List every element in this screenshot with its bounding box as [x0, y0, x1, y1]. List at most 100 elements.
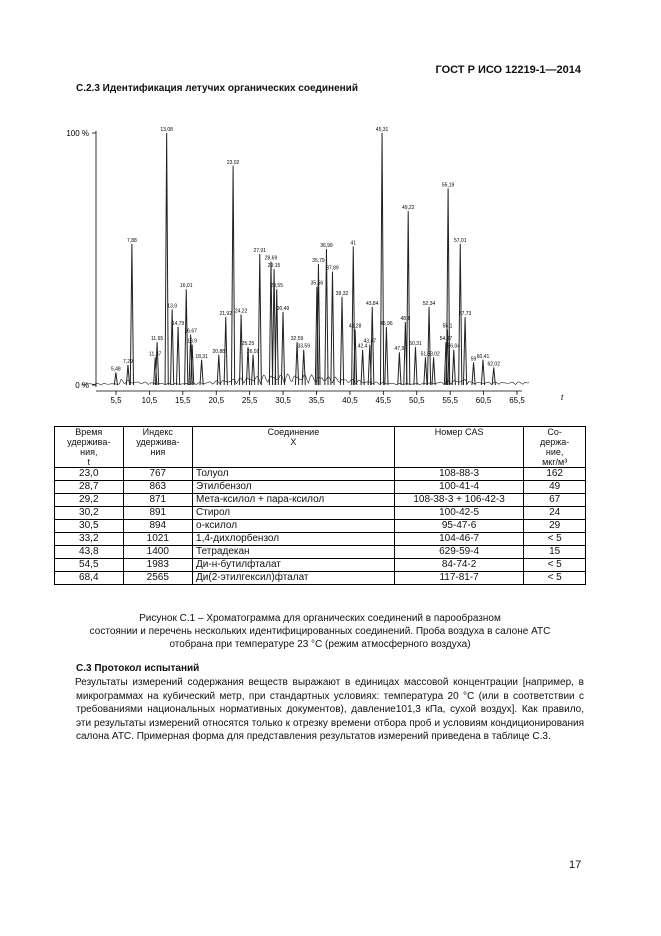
table-cell: 891 [122, 506, 194, 520]
peak [413, 347, 418, 386]
peak-label: 45,96 [380, 321, 393, 327]
peak [360, 349, 365, 386]
header-cell: Соединение X [192, 426, 395, 468]
table-row: 30,5 894 о-ксилол 95-47-6 29 [54, 519, 586, 533]
table-body: 23,0 767 Толуол 108-88-3 162 28,7 863 Этилбензо… [54, 467, 586, 585]
peak-label: 57,73 [459, 311, 472, 317]
table-cell: 33,2 [54, 532, 124, 546]
section-title: С.2.3 Идентификация летучих органических… [76, 83, 358, 94]
x-tick-label: 55,5 [442, 396, 458, 405]
table-cell: 24 [523, 506, 586, 520]
table-row: 23,0 767 Толуол 108-88-3 162 [54, 467, 586, 481]
peak-label: 43,84 [366, 301, 379, 307]
peak [423, 357, 428, 386]
peak-label: 50,31 [409, 341, 422, 347]
peak-label: 13,08 [160, 127, 173, 133]
x-tick-label: 5,5 [110, 396, 122, 405]
peak [257, 253, 262, 386]
peak [274, 289, 279, 386]
peak [314, 286, 320, 386]
table-cell: 1400 [122, 545, 194, 559]
table-cell: < 5 [523, 532, 586, 546]
peak [397, 352, 402, 386]
page-number: 17 [569, 859, 582, 871]
peak-label: 16,01 [180, 283, 193, 289]
x-tick-label: 25,5 [242, 396, 258, 405]
table-cell: 871 [122, 493, 194, 507]
caption-line: Рисунок С.1 – Хроматограмма для органиче… [139, 613, 501, 624]
peak [175, 327, 181, 386]
x-tick-label: 20,5 [208, 396, 224, 405]
peak [330, 271, 335, 386]
table-cell: 68,4 [54, 571, 124, 585]
peak [301, 349, 306, 386]
peak [370, 306, 375, 386]
peak [239, 314, 244, 386]
peak-label: 13,9 [167, 303, 177, 309]
x-axis-label: t [561, 393, 564, 402]
peak-label: 57,01 [454, 238, 467, 244]
table-cell: 162 [523, 467, 586, 481]
header-cell: Со- держа- ние, мкг/м³ [523, 426, 586, 468]
table-cell: Толуол [192, 467, 395, 481]
caption-line: состоянии и перечень нескольких идентифи… [89, 626, 551, 637]
table-cell: 100-42-5 [393, 506, 525, 520]
peak-label: 21,92 [219, 311, 232, 317]
peak-label: 55,19 [442, 182, 455, 188]
peak-label: 29,15 [268, 263, 281, 269]
table-cell: 23,0 [54, 467, 124, 481]
peak [471, 362, 476, 386]
header-cell: Индекс удержива- ния [122, 426, 194, 468]
table-cell: 108-38-3 + 106-42-3 [393, 493, 525, 507]
x-tick-label: 40,5 [342, 396, 358, 405]
header-cell: Время удержива- ния, t [54, 426, 124, 468]
header-row: Время удержива- ния, t Индекс удержива- н… [54, 426, 586, 468]
table-row: 28,7 863 Этилбензол 100-41-4 49 [54, 480, 586, 494]
peak-label: 41,28 [349, 324, 362, 330]
peak-label: 32,59 [291, 336, 304, 342]
table-row: 29,2 871 Мета-ксилол + пара-ксилол 108-38-3… [54, 493, 586, 507]
table-cell: 100-41-4 [393, 480, 525, 494]
peak-label: 35,56 [311, 281, 324, 287]
peak [324, 248, 329, 386]
peak-label: 37,89 [326, 266, 339, 272]
x-tick-label: 35,5 [309, 396, 325, 405]
peak-label: 54,87 [440, 336, 453, 342]
peak [190, 344, 195, 386]
peak-label: 23,02 [227, 160, 240, 166]
peak [458, 243, 463, 386]
peak-label: 47,9 [395, 346, 405, 352]
peak [353, 329, 358, 386]
peak-label: 43,47 [364, 339, 377, 345]
section-title: С.3 Протокол испытаний [76, 663, 200, 674]
peak [125, 364, 131, 386]
peak [230, 165, 236, 386]
table-cell: 117-81-7 [393, 571, 525, 585]
peak-label: 39,32 [336, 291, 349, 297]
peak [480, 359, 486, 386]
peak-label: 7,88 [127, 238, 137, 244]
table-cell: 28,7 [54, 480, 124, 494]
peak [164, 132, 169, 386]
table-cell: Ди(2-этилгексил)фталат [192, 571, 395, 585]
peak [491, 367, 496, 386]
table-cell: 30,2 [54, 506, 124, 520]
peak-label: 20,88 [213, 349, 226, 355]
peak-label: 5,48 [111, 366, 121, 372]
peak [316, 264, 321, 386]
header-cell: Номер CAS [393, 426, 525, 468]
peak-label: 35,79 [312, 258, 325, 264]
table-cell: Тетрадекан [192, 545, 395, 559]
table-cell: Стирол [192, 506, 395, 520]
peak-label: 52,34 [423, 301, 436, 307]
peak [271, 269, 277, 386]
paragraph: Результаты измерений содержания веществ … [75, 677, 584, 742]
table-cell: 54,5 [54, 558, 124, 572]
table-cell: 49 [523, 480, 586, 494]
table-cell: 1983 [122, 558, 194, 572]
figure-caption: Рисунок С.1 – Хроматограмма для органиче… [54, 612, 586, 651]
peak [406, 211, 411, 386]
standard-code: ГОСТ Р ИСО 12219-1—2014 [435, 64, 581, 76]
table-cell: 108-88-3 [393, 467, 525, 481]
